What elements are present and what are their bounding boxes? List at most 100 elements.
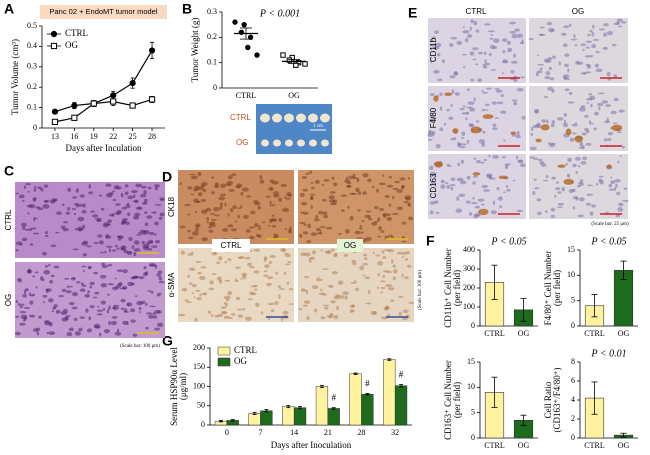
texture <box>606 30 613 36</box>
texture <box>467 33 473 38</box>
texture <box>133 212 141 217</box>
texture <box>550 214 556 218</box>
texture <box>143 190 147 195</box>
texture <box>439 92 443 97</box>
texture <box>26 204 32 208</box>
texture <box>92 296 98 299</box>
texture <box>120 298 126 303</box>
texture <box>189 267 196 272</box>
texture <box>379 207 385 211</box>
y-tick-label: 200 <box>193 343 205 352</box>
texture <box>571 123 578 127</box>
texture <box>79 316 85 319</box>
y-tick-label: 6 <box>571 376 575 385</box>
texture <box>58 294 65 298</box>
texture <box>349 215 354 221</box>
texture <box>436 52 441 57</box>
texture <box>42 204 50 209</box>
texture <box>74 331 81 336</box>
texture <box>190 193 194 196</box>
texture <box>224 260 228 264</box>
texture <box>124 191 129 196</box>
texture <box>373 206 379 210</box>
texture <box>571 132 577 135</box>
texture <box>493 38 500 43</box>
texture <box>344 295 348 300</box>
texture <box>433 30 439 35</box>
texture <box>207 310 212 315</box>
texture <box>311 285 319 290</box>
texture <box>191 283 197 288</box>
texture <box>591 43 597 49</box>
texture <box>299 233 303 238</box>
texture <box>516 33 523 39</box>
annotation: P < 0.001 <box>259 8 300 19</box>
texture <box>209 213 216 215</box>
texture <box>44 231 49 235</box>
y-tick-label: 0.3 <box>27 62 37 71</box>
texture <box>26 212 30 215</box>
texture <box>29 300 34 305</box>
texture <box>43 184 49 188</box>
texture <box>76 281 81 284</box>
texture <box>181 287 188 292</box>
texture <box>111 316 118 319</box>
bar <box>383 359 396 426</box>
texture <box>537 70 543 74</box>
texture <box>577 214 584 218</box>
texture <box>519 163 526 168</box>
texture <box>221 306 227 309</box>
texture <box>94 241 99 245</box>
texture <box>265 195 271 198</box>
texture <box>365 302 372 305</box>
y-axis-label: (per field) <box>452 270 462 306</box>
texture <box>512 179 516 182</box>
texture <box>384 195 390 198</box>
marker <box>280 52 286 58</box>
texture <box>159 197 165 201</box>
texture <box>533 157 539 160</box>
texture <box>396 206 404 211</box>
texture <box>435 42 442 48</box>
texture <box>18 194 25 199</box>
texture <box>32 275 36 278</box>
texture <box>117 238 122 241</box>
texture <box>364 276 370 280</box>
texture <box>598 175 604 178</box>
panel-letter: B <box>182 1 192 17</box>
texture <box>310 181 314 184</box>
texture <box>154 264 158 269</box>
texture <box>392 195 395 200</box>
texture <box>149 231 155 236</box>
texture <box>560 32 567 36</box>
texture <box>319 225 326 228</box>
texture <box>55 309 59 315</box>
marker <box>71 102 78 109</box>
texture <box>96 219 102 222</box>
texture <box>234 278 237 282</box>
texture <box>271 214 275 217</box>
texture <box>550 123 555 128</box>
texture <box>501 60 509 64</box>
texture <box>608 183 613 188</box>
texture <box>567 157 572 163</box>
x-tick-label: 19 <box>90 132 98 141</box>
texture <box>158 281 165 284</box>
panel-letter: C <box>4 163 14 179</box>
texture <box>606 117 609 122</box>
texture <box>377 260 384 266</box>
texture <box>82 224 86 229</box>
y-tick-label: 10 <box>467 382 475 391</box>
texture <box>28 314 36 318</box>
texture <box>378 226 382 231</box>
texture <box>306 316 310 321</box>
texture <box>257 234 262 238</box>
texture <box>124 184 129 188</box>
texture <box>272 224 277 228</box>
texture <box>120 248 127 251</box>
texture <box>152 312 156 316</box>
texture <box>351 304 355 308</box>
texture <box>211 273 217 276</box>
texture <box>72 248 79 251</box>
texture <box>456 196 460 201</box>
